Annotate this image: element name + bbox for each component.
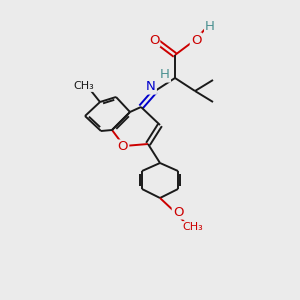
Text: H: H (160, 68, 170, 82)
Text: N: N (146, 80, 156, 94)
Text: O: O (173, 206, 183, 218)
Text: O: O (191, 34, 201, 46)
Text: CH₃: CH₃ (74, 81, 94, 91)
Text: O: O (149, 34, 159, 46)
Text: O: O (118, 140, 128, 154)
Text: CH₃: CH₃ (183, 222, 203, 232)
Text: H: H (205, 20, 215, 34)
